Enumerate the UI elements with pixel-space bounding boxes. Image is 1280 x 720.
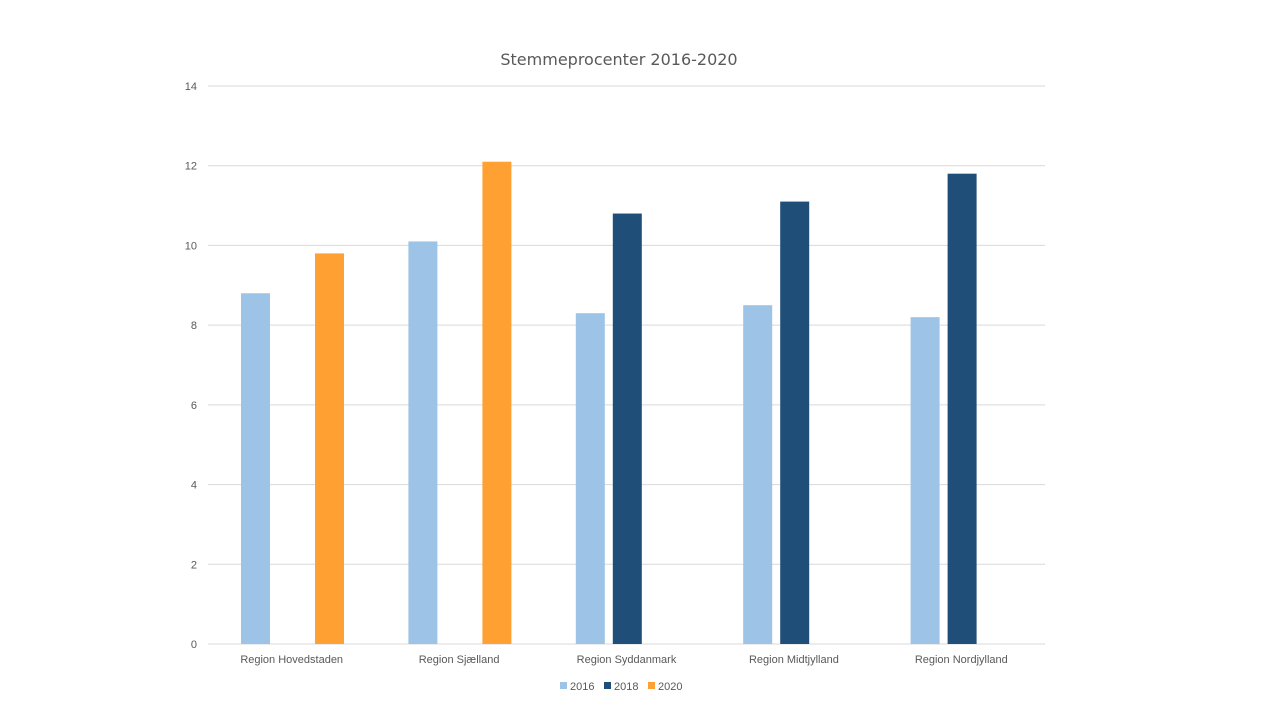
- y-tick-label: 14: [185, 81, 197, 93]
- legend-label-2018: 2018: [614, 681, 638, 693]
- y-tick-label: 12: [185, 161, 197, 173]
- bar-2018-2: [612, 213, 642, 645]
- y-tick-label: 8: [191, 320, 197, 332]
- x-category-label: Region Sjælland: [419, 654, 500, 666]
- bar-2018-3: [780, 201, 810, 645]
- y-tick-label: 10: [185, 240, 197, 252]
- bar-2016-3: [743, 305, 773, 644]
- bar-2016-4: [910, 317, 940, 644]
- x-axis-labels: Region Hovedstaden Region Sjælland Region …: [240, 654, 1007, 666]
- legend-swatch-2016: [560, 682, 567, 689]
- y-tick-label: 2: [191, 559, 197, 571]
- legend-label-2020: 2020: [658, 681, 682, 693]
- y-axis-ticks: 0 2 4 6 8 10 12 14: [185, 81, 197, 651]
- x-category-label: Region Midtjylland: [749, 654, 839, 666]
- y-tick-label: 0: [191, 639, 197, 651]
- legend-label-2016: 2016: [570, 681, 594, 693]
- y-tick-label: 6: [191, 400, 197, 412]
- bar-2018-4: [947, 173, 977, 644]
- x-category-label: Region Syddanmark: [577, 654, 677, 666]
- x-category-label: Region Hovedstaden: [240, 654, 343, 666]
- bar-2020-1: [482, 161, 512, 644]
- bar-2016-2: [575, 313, 605, 644]
- legend-swatch-2018: [604, 682, 611, 689]
- bars: [241, 161, 977, 645]
- chart-title: Stemmeprocenter 2016-2020: [500, 50, 737, 69]
- bar-2020-0: [315, 253, 344, 644]
- legend-swatch-2020: [648, 682, 655, 689]
- legend: 2016 2018 2020: [560, 681, 682, 693]
- bar-2016-0: [241, 293, 270, 644]
- x-category-label: Region Nordjylland: [915, 654, 1008, 666]
- bar-2016-1: [408, 241, 438, 644]
- y-tick-label: 4: [191, 480, 197, 492]
